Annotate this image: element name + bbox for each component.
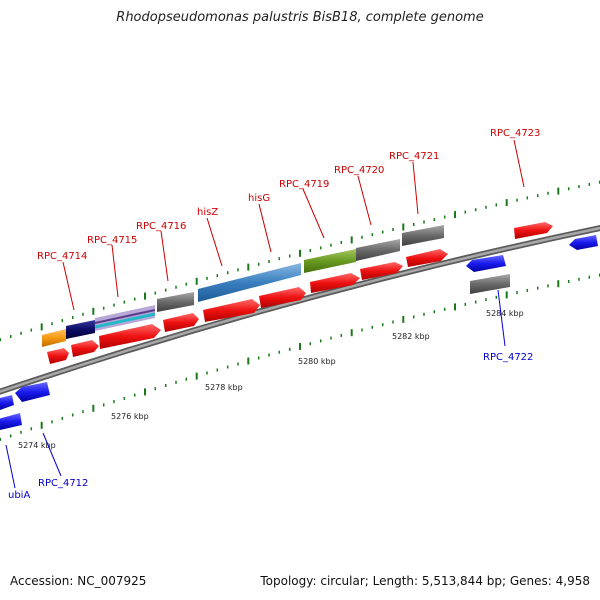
forward-gene-arrow[interactable] <box>71 340 99 357</box>
map-title: Rhodopseudomonas palustris BisB18, compl… <box>116 10 484 25</box>
forward-gene-arrow[interactable] <box>360 262 403 280</box>
scale-label: 5278 kbp <box>205 383 243 392</box>
gene-label-rpc-4720[interactable]: RPC_4720 <box>334 165 384 176</box>
grey-feature[interactable] <box>470 274 510 294</box>
forward-gene-arrow[interactable] <box>259 287 306 308</box>
scale-label: 5282 kbp <box>392 332 430 341</box>
gene-label-rpc-4712[interactable]: RPC_4712 <box>38 478 88 489</box>
reverse-gene-arrow[interactable] <box>569 235 598 250</box>
tick-row-forward <box>0 180 600 342</box>
forward-gene-arrow[interactable] <box>406 249 448 267</box>
forward-gene-arrow[interactable] <box>163 313 199 332</box>
forward-gene-arrow[interactable] <box>310 273 360 293</box>
green-feature[interactable] <box>304 249 356 273</box>
blue-feature[interactable] <box>198 263 301 302</box>
forward-gene-arrow[interactable] <box>514 222 553 239</box>
forward-gene-arrow[interactable] <box>47 348 69 364</box>
accession-label: Accession: NC_007925 <box>10 574 147 588</box>
gene-label-rpc-4714[interactable]: RPC_4714 <box>37 251 87 262</box>
forward-genes <box>47 222 553 364</box>
scale-label: 5276 kbp <box>111 412 149 421</box>
gene-label-rpc-4723[interactable]: RPC_4723 <box>490 128 540 139</box>
forward-gene-arrow[interactable] <box>203 299 260 322</box>
gene-label-hisz[interactable]: hisZ <box>197 207 218 218</box>
reverse-label-leaders <box>5 289 506 489</box>
navy-feature[interactable] <box>66 320 95 339</box>
genome-summary: Topology: circular; Length: 5,513,844 bp… <box>260 574 590 588</box>
orange-feature[interactable] <box>42 329 66 347</box>
reverse-gene-arrow[interactable] <box>0 395 14 410</box>
tick-row-reverse <box>0 273 600 441</box>
forward-label-leaders <box>62 139 525 311</box>
gene-label-rpc-4721[interactable]: RPC_4721 <box>389 151 439 162</box>
grey-feature[interactable] <box>356 239 400 261</box>
gene-label-rpc-4722[interactable]: RPC_4722 <box>483 352 533 363</box>
reverse-genes <box>0 235 598 430</box>
reverse-gene-arrow[interactable] <box>0 413 22 430</box>
grey-feature[interactable] <box>402 225 444 246</box>
reverse-gene-arrow[interactable] <box>466 255 506 272</box>
gene-label-hisg[interactable]: hisG <box>248 193 270 204</box>
reverse-gene-arrow[interactable] <box>15 382 50 402</box>
gene-label-rpc-4719[interactable]: RPC_4719 <box>279 179 329 190</box>
scale-label: 5274 kbp <box>18 441 56 450</box>
scale-label: 5284 kbp <box>486 309 524 318</box>
gene-label-ubia[interactable]: ubiA <box>8 490 30 501</box>
gene-label-rpc-4715[interactable]: RPC_4715 <box>87 235 137 246</box>
scale-label: 5280 kbp <box>298 357 336 366</box>
gene-label-rpc-4716[interactable]: RPC_4716 <box>136 221 186 232</box>
feature-row-upper <box>42 225 510 347</box>
grey-feature[interactable] <box>157 292 194 312</box>
forward-gene-arrow[interactable] <box>99 324 161 349</box>
